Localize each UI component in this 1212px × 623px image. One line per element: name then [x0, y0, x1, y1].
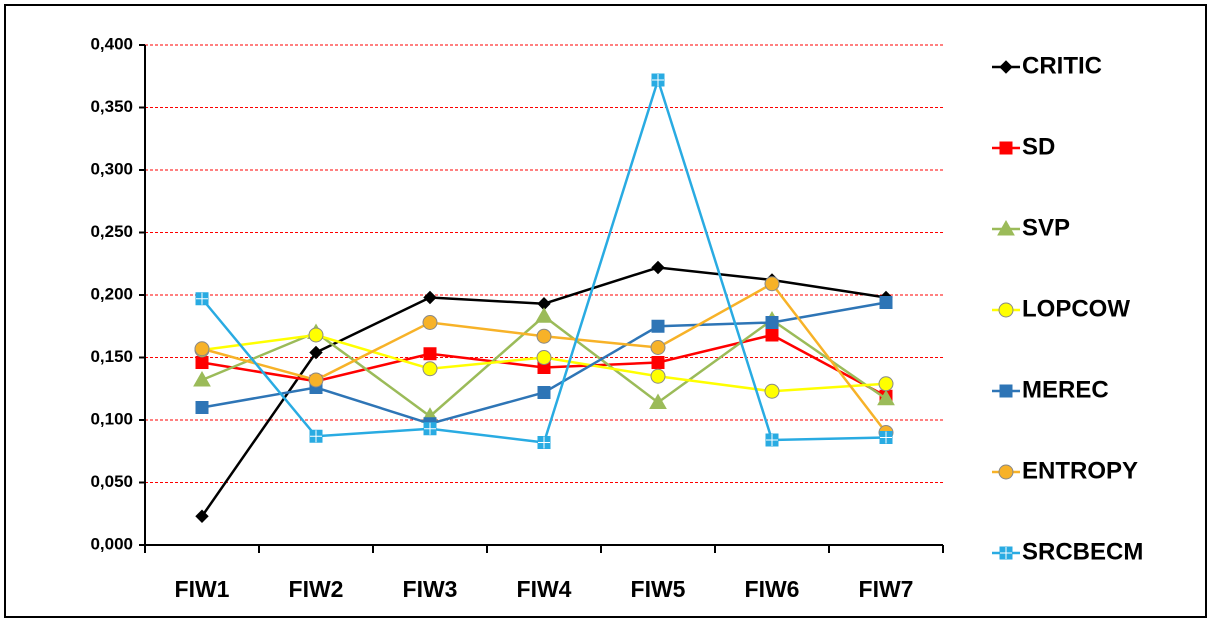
marker-cross	[652, 74, 664, 86]
marker	[651, 319, 665, 333]
marker	[194, 341, 210, 357]
marker-cross	[424, 422, 436, 435]
y-tick-label: 0,150	[90, 347, 133, 366]
marker	[535, 307, 553, 323]
x-tick-label: FIW6	[745, 576, 800, 602]
legend-label: SRCBECM	[1022, 538, 1143, 565]
marker	[765, 328, 779, 342]
marker	[537, 386, 551, 399]
legend-label: CRITIC	[1022, 52, 1102, 79]
legend-label: LOPCOW	[1022, 295, 1130, 322]
marker	[764, 383, 780, 399]
x-tick-label: FIW5	[631, 576, 686, 602]
legend-label: SVP	[1022, 214, 1070, 241]
y-tick-label: 0,350	[90, 97, 133, 116]
marker	[764, 276, 780, 292]
y-tick-label: 0,400	[90, 34, 133, 53]
marker	[999, 384, 1013, 398]
marker-cross	[1000, 547, 1012, 559]
x-tick-label: FIW7	[859, 576, 914, 602]
marker-cross	[538, 436, 550, 449]
x-tick-label: FIW3	[403, 576, 458, 602]
marker	[308, 327, 324, 343]
marker	[998, 302, 1014, 318]
marker	[650, 340, 666, 355]
y-tick-label: 0,200	[90, 284, 133, 303]
marker-cross	[766, 434, 778, 446]
y-tick-label: 0,300	[90, 159, 133, 178]
y-tick-label: 0,000	[90, 534, 133, 553]
marker	[195, 356, 209, 369]
marker	[650, 368, 666, 384]
marker	[998, 464, 1014, 480]
marker	[536, 350, 552, 365]
y-tick-label: 0,050	[90, 472, 133, 491]
marker	[308, 372, 324, 388]
marker	[309, 345, 323, 360]
marker-cross	[196, 292, 208, 305]
x-tick-label: FIW2	[289, 576, 344, 602]
marker	[877, 389, 895, 406]
marker	[536, 328, 552, 344]
marker	[422, 315, 438, 330]
legend-label: MEREC	[1022, 376, 1109, 403]
marker	[195, 509, 209, 523]
x-tick-label: FIW4	[517, 576, 572, 602]
marker	[422, 361, 438, 377]
marker-cross	[310, 430, 322, 443]
marker	[999, 60, 1013, 74]
legend-label: SD	[1022, 133, 1055, 160]
marker	[651, 356, 665, 369]
marker	[193, 370, 211, 387]
marker	[423, 290, 437, 305]
legend-label: ENTROPY	[1022, 457, 1138, 484]
marker	[997, 219, 1015, 236]
marker	[195, 401, 209, 414]
y-tick-label: 0,250	[90, 222, 133, 241]
marker	[878, 376, 894, 392]
marker	[651, 260, 665, 275]
marker	[423, 347, 437, 361]
marker-cross	[880, 431, 892, 444]
marker	[879, 296, 893, 309]
x-tick-label: FIW1	[175, 576, 230, 602]
marker	[765, 316, 779, 329]
marker	[649, 393, 667, 409]
y-tick-label: 0,100	[90, 409, 133, 428]
marker	[999, 141, 1013, 155]
